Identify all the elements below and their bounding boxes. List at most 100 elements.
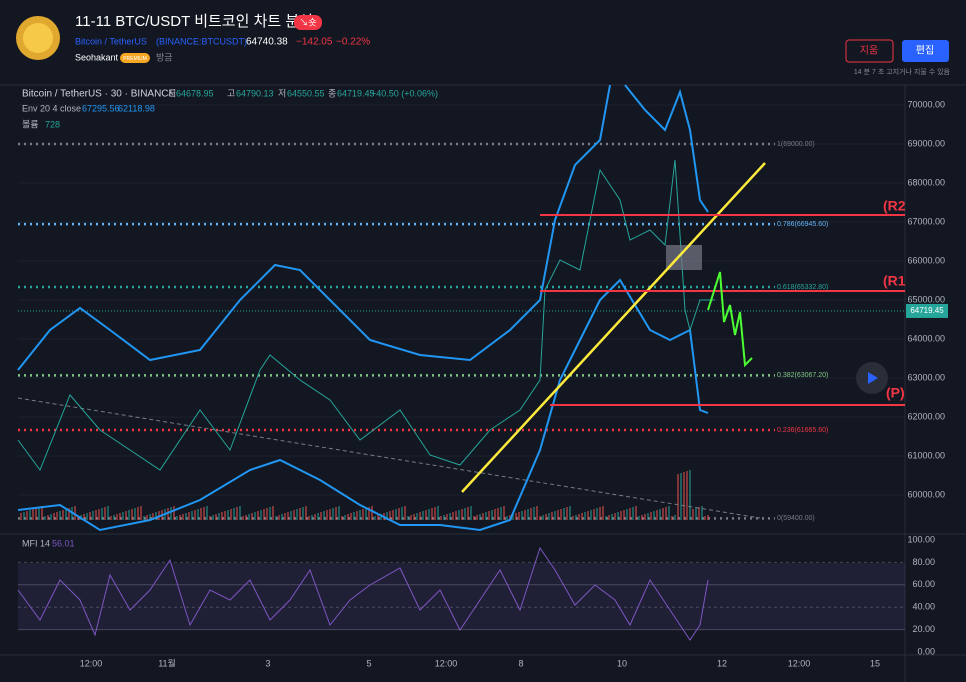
- trend-dashed: [17, 397, 761, 519]
- volume-bar: [596, 508, 598, 520]
- volume-bar: [680, 473, 682, 520]
- volume-bar: [425, 510, 427, 520]
- price-tick: 69000.00: [907, 138, 945, 148]
- volume-bar: [101, 508, 103, 520]
- volume-bar: [113, 515, 115, 520]
- volume-bar: [371, 506, 373, 520]
- edit-label[interactable]: 편집: [916, 45, 934, 57]
- volume-bar: [443, 515, 445, 520]
- volume-bar: [185, 513, 187, 520]
- volume-bar: [140, 506, 142, 520]
- volume-bar: [155, 512, 157, 520]
- change-pct: −0.22%: [336, 37, 370, 48]
- volume-bar: [218, 513, 220, 520]
- volume-bar: [182, 514, 184, 520]
- time-tick: 5: [366, 658, 371, 668]
- volume-bar: [704, 516, 706, 520]
- volume-bar: [314, 514, 316, 520]
- volume-bar: [392, 510, 394, 520]
- volume-bar: [215, 514, 217, 520]
- volume-bar: [527, 509, 529, 520]
- volume-bar: [257, 511, 259, 520]
- volume-bar: [701, 506, 703, 520]
- price-tick: 67000.00: [907, 216, 945, 226]
- volume-bar: [137, 507, 139, 520]
- volume-bar: [449, 513, 451, 520]
- symbol: Bitcoin / TetherUS: [75, 36, 147, 46]
- author: Seohakant: [75, 52, 119, 62]
- volume-bar: [197, 509, 199, 520]
- legend-symbol: Bitcoin / TetherUS · 30 · BINANCE: [22, 89, 176, 100]
- time-tick: 12:00: [435, 658, 458, 668]
- volume-bar: [260, 510, 262, 520]
- volume-bar: [152, 513, 154, 520]
- volume-bar: [605, 516, 607, 520]
- author-tag-bg: [120, 53, 150, 63]
- legend-open: 64678.95: [176, 88, 214, 98]
- volume-bar: [233, 508, 235, 520]
- mfi-tick: 0.00: [917, 646, 935, 656]
- time-tick: 11월: [158, 657, 176, 668]
- edit-button[interactable]: [902, 40, 949, 62]
- price-tick: 62000.00: [907, 411, 945, 421]
- volume-bar: [491, 510, 493, 520]
- volume-bar: [92, 511, 94, 520]
- volume-bar: [524, 510, 526, 520]
- volume-bar: [401, 507, 403, 520]
- volume-bar: [611, 514, 613, 520]
- volume-bar: [134, 508, 136, 520]
- volume-bar: [641, 515, 643, 520]
- volume-bar: [389, 511, 391, 520]
- volume-bar: [626, 509, 628, 520]
- volume-bar: [530, 508, 532, 520]
- time-tick: 12: [717, 658, 727, 668]
- volume-bar: [26, 511, 28, 520]
- volume-bar: [65, 509, 67, 520]
- volume-bar: [254, 512, 256, 520]
- volume-bar: [551, 512, 553, 520]
- volume-bar: [326, 510, 328, 520]
- volume-bar: [653, 511, 655, 520]
- volume-bar: [272, 506, 274, 520]
- volume-bar: [569, 506, 571, 520]
- play-icon[interactable]: [868, 372, 878, 384]
- price-tick: 70000.00: [907, 99, 945, 109]
- volume-bar: [143, 516, 145, 520]
- volume-bar: [356, 511, 358, 520]
- volume-bar: [608, 515, 610, 520]
- volume-bar: [557, 510, 559, 520]
- volume-bar: [617, 512, 619, 520]
- mfi-tick: 100.00: [907, 534, 935, 544]
- volume-bar: [248, 514, 250, 520]
- volume-bar: [656, 510, 658, 520]
- volume-bar: [440, 516, 442, 520]
- legend-high-label: 고: [227, 88, 235, 98]
- volume-bar: [380, 514, 382, 520]
- volume-bar: [671, 516, 673, 520]
- price-tick: 64000.00: [907, 333, 945, 343]
- volume-bar: [338, 506, 340, 520]
- volume-bar: [29, 510, 31, 520]
- legend-close: 64719.45: [337, 88, 375, 98]
- volume-bar: [335, 507, 337, 520]
- volume-bar: [452, 512, 454, 520]
- volume-bar: [203, 507, 205, 520]
- env-label: Env 20 4 close: [22, 103, 81, 113]
- volume-bar: [32, 509, 34, 520]
- volume-bar: [470, 506, 472, 520]
- volume-bar: [59, 511, 61, 520]
- volume-bar: [662, 508, 664, 520]
- annotation: (R1: [883, 273, 906, 289]
- volume-bar: [170, 507, 172, 520]
- volume-bar: [317, 513, 319, 520]
- volume-bar: [503, 506, 505, 520]
- envelope-upper: [17, 84, 611, 371]
- delete-label[interactable]: 지움: [860, 45, 878, 57]
- author-tag: PREMIUM: [123, 56, 147, 62]
- volume-bar: [398, 508, 400, 520]
- delete-button[interactable]: [845, 39, 894, 63]
- mfi-line: [17, 546, 709, 641]
- note: 14 분 7 초 고지거나 지울 수 있음: [854, 67, 951, 76]
- volume-bar: [281, 514, 283, 520]
